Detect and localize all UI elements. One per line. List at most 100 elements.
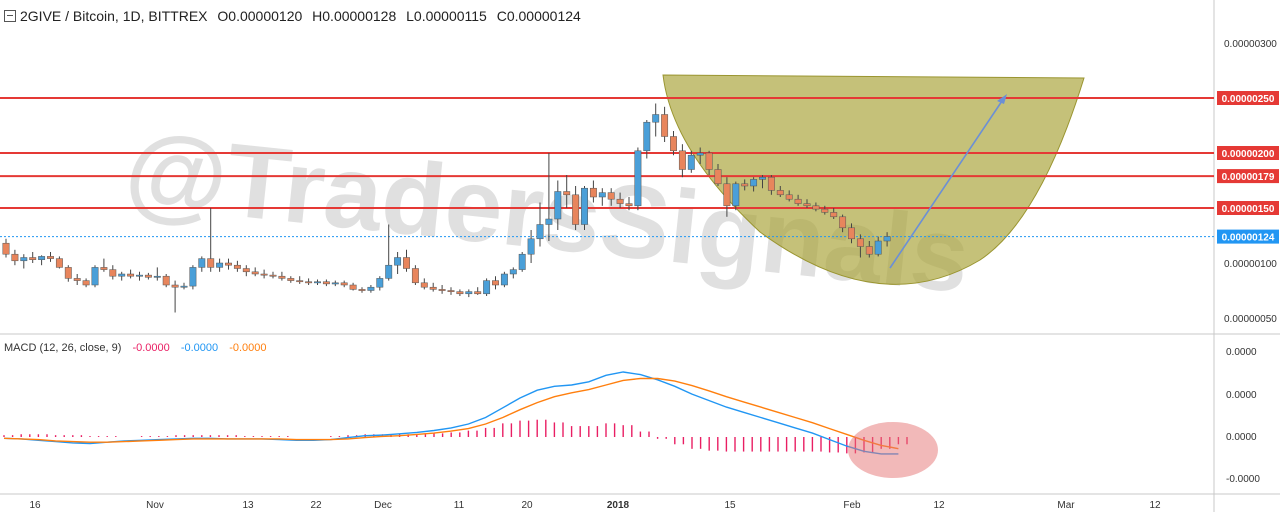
candle-body (403, 257, 410, 269)
candle-body (723, 183, 731, 207)
macd-header: MACD (12, 26, close, 9) -0.0000 -0.0000 … (4, 342, 267, 354)
candle-body (305, 281, 313, 284)
candle-body (776, 190, 784, 196)
candle-body (509, 269, 517, 275)
level-price-tag (1217, 201, 1279, 215)
candle-body (714, 169, 722, 185)
candle-body (616, 198, 624, 204)
macd-tick-label: 0.0000 (1226, 432, 1257, 443)
candle-body (581, 187, 588, 225)
ohlc-open: O0.00000120 (217, 8, 303, 24)
level-price-label: 0.00000150 (1222, 204, 1275, 215)
macd-series-line (3, 377, 899, 450)
candle-body (91, 267, 99, 286)
candle-body (705, 152, 713, 170)
candle-body (225, 262, 232, 266)
projection-arrow (889, 94, 1007, 269)
candle-body (750, 179, 758, 187)
candle-body (732, 183, 740, 207)
candle-body (55, 258, 63, 268)
symbol-title: 2GIVE / Bitcoin, 1D, BITTREX (20, 8, 208, 24)
candle-body (883, 236, 891, 242)
candle-body (598, 192, 606, 198)
time-axis[interactable]: 16 Nov 13 22 Dec 11 20 2018 15 Feb 12 Mar 12 (29, 500, 1161, 511)
macd-line-value: -0.0000 (180, 342, 219, 354)
candle-body (652, 114, 660, 123)
candle-body (429, 286, 437, 290)
candle-body (340, 282, 348, 286)
ohlc-low: L0.00000115 (406, 8, 487, 24)
time-tick-label: 12 (1149, 500, 1161, 511)
candle-body (874, 240, 882, 255)
candle-body (678, 150, 686, 170)
candle-body (331, 282, 339, 285)
candle-body (670, 136, 677, 152)
candle-body (821, 208, 829, 213)
candle-body (47, 256, 54, 259)
candle-body (189, 267, 197, 287)
time-tick-label: 2018 (607, 500, 630, 511)
candle-body (812, 205, 820, 210)
candle-body (216, 262, 224, 268)
candle-body (536, 224, 544, 240)
candle-body (82, 280, 90, 286)
candle-body (314, 281, 321, 284)
level-price-tag (1217, 91, 1279, 105)
candle-body (563, 191, 571, 196)
price-axis[interactable]: 0.00000250 0.00000200 0.00000179 0.00000150… (1217, 39, 1279, 485)
candle-body (251, 271, 259, 275)
macd-title: MACD (12, 26, close, 9) (4, 342, 122, 354)
candle-body (11, 253, 19, 262)
candle-body (144, 274, 152, 278)
time-tick-label: 20 (521, 500, 533, 511)
time-tick-label: 15 (724, 500, 736, 511)
level-price-label: 0.00000200 (1222, 149, 1275, 160)
price-tick-label: 0.00000100 (1224, 259, 1277, 270)
time-tick-label: 13 (242, 500, 254, 511)
candle-body (447, 290, 455, 292)
candle-body (518, 253, 526, 270)
arrow-head (997, 94, 1007, 104)
candle-body (767, 176, 775, 191)
chart-header: 2GIVE / Bitcoin, 1D, BITTREX O0.00000120… (4, 8, 581, 24)
candle-body (759, 176, 766, 180)
time-tick-label: 22 (310, 500, 322, 511)
candle-body (456, 291, 464, 295)
collapse-icon[interactable] (4, 10, 16, 22)
candle-body (483, 280, 491, 295)
time-tick-label: Mar (1057, 500, 1075, 511)
candle-body (385, 264, 393, 279)
candle-body (625, 203, 633, 207)
ohlc-close: C0.00000124 (496, 8, 581, 24)
cup-pattern (662, 74, 1085, 285)
candle-body (696, 152, 704, 156)
candle-body (73, 278, 81, 281)
candle-body (242, 268, 250, 273)
candle-body (607, 192, 615, 200)
candle-body (785, 194, 793, 200)
level-price-tag (1217, 169, 1279, 184)
candle-body (162, 275, 170, 286)
candle-body (20, 257, 28, 262)
candle-body (589, 187, 597, 198)
candle-body (554, 191, 562, 220)
candle-body (411, 268, 419, 284)
candle-body (527, 238, 535, 255)
time-tick-label: Dec (374, 500, 392, 511)
candle-body (634, 150, 642, 207)
candle-body (643, 121, 651, 152)
macd-tick-label: 0.0000 (1226, 347, 1257, 358)
candle-body (207, 258, 215, 268)
candle-body (420, 282, 428, 288)
candle-body (830, 212, 838, 218)
candle-body (269, 274, 277, 277)
macd-signal-value: -0.0000 (229, 342, 267, 354)
last-price-label: 0.00000124 (1222, 233, 1275, 244)
time-tick-label: 11 (454, 500, 465, 511)
candle-body (661, 114, 669, 137)
candle-body (687, 154, 695, 170)
resistance-levels (0, 97, 1214, 238)
candle-body (367, 286, 375, 291)
candle-body (794, 198, 802, 204)
